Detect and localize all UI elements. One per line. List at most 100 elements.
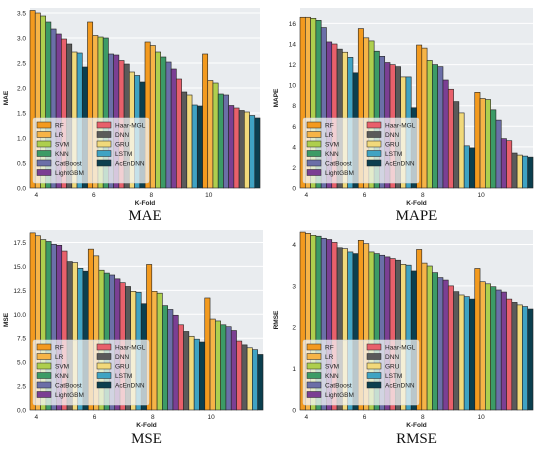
legend-label: DNN bbox=[115, 132, 129, 139]
legend: RF LR SVM KNN CatBoost LightGBM Haar-MGL DNN GRU… bbox=[302, 117, 420, 184]
legend-label: DNN bbox=[115, 354, 129, 361]
legend-swatch bbox=[96, 353, 112, 360]
y-tick-label: 0 bbox=[292, 408, 296, 415]
y-tick-label: 12.5 bbox=[13, 288, 26, 295]
y-tick-label: 5.0 bbox=[17, 360, 26, 367]
bar-knn-10 bbox=[220, 324, 227, 411]
legend-swatch bbox=[96, 150, 112, 157]
legend-swatch bbox=[366, 131, 382, 138]
y-tick-label: 12 bbox=[289, 62, 297, 69]
legend-swatch bbox=[36, 343, 52, 351]
legend-swatch bbox=[366, 150, 382, 157]
legend-swatch bbox=[36, 372, 52, 379]
legend-label: AcEnDNN bbox=[385, 161, 415, 168]
legend-swatch bbox=[306, 150, 322, 157]
legend-label: LR bbox=[325, 132, 334, 139]
legend-item-lstm: LSTM bbox=[96, 150, 132, 158]
bar-gru-8 bbox=[458, 112, 465, 189]
bar-catboost-10 bbox=[495, 119, 502, 189]
legend-swatch bbox=[36, 353, 52, 360]
bar-rf-10 bbox=[204, 297, 211, 411]
bar-lstm-10 bbox=[249, 115, 256, 189]
legend-swatch bbox=[306, 381, 322, 389]
legend-label: SVM bbox=[325, 142, 339, 149]
legend-box bbox=[32, 339, 150, 406]
legend-swatch bbox=[366, 353, 382, 360]
legend-label: DNN bbox=[385, 354, 399, 361]
legend-item-acendnn: AcEnDNN bbox=[96, 159, 145, 168]
x-tick-label: 10 bbox=[477, 414, 485, 421]
legend-label: AcEnDNN bbox=[115, 161, 145, 168]
legend-label: LightGBM bbox=[55, 392, 84, 399]
bar-lr-8 bbox=[151, 290, 158, 411]
bar-dnn-8 bbox=[183, 331, 190, 411]
bar-rf-10 bbox=[474, 268, 481, 411]
legend-item-lr: LR bbox=[306, 131, 334, 139]
legend-swatch bbox=[366, 381, 382, 389]
legend-swatch bbox=[306, 140, 322, 148]
bar-dnn-8 bbox=[453, 101, 460, 189]
legend-label: LSTM bbox=[385, 373, 402, 380]
bar-lr-10 bbox=[209, 318, 216, 411]
legend-item-lightgbm: LightGBM bbox=[36, 169, 84, 177]
legend-item-knn: KNN bbox=[36, 150, 69, 158]
legend-swatch bbox=[366, 343, 382, 351]
bar-lstm-10 bbox=[522, 306, 529, 411]
bar-svm-8 bbox=[426, 60, 433, 189]
x-tick-label: 6 bbox=[92, 192, 96, 199]
bar-dnn-8 bbox=[181, 91, 188, 189]
x-tick-label: 10 bbox=[205, 192, 213, 199]
bar-catboost-8 bbox=[437, 277, 444, 411]
legend: RF LR SVM KNN CatBoost LightGBM Haar-MGL DNN GRU… bbox=[302, 339, 420, 406]
bar-haar-mgl-8 bbox=[447, 88, 454, 189]
y-tick-label: 3 bbox=[292, 283, 296, 290]
y-tick-label: 1.5 bbox=[17, 111, 26, 118]
legend-label: RF bbox=[55, 345, 64, 352]
bar-haar-mgl-8 bbox=[447, 285, 454, 411]
y-tick-label: 0.5 bbox=[17, 161, 26, 168]
bar-acendnn-8 bbox=[199, 341, 206, 411]
y-tick-label: 2 bbox=[292, 165, 296, 172]
legend-label: KNN bbox=[325, 373, 339, 380]
y-axis-label: MAE bbox=[3, 90, 10, 105]
y-tick-label: 10 bbox=[289, 83, 297, 90]
x-tick-label: 8 bbox=[421, 192, 425, 199]
y-tick-label: 8 bbox=[292, 103, 296, 110]
legend-item-haar-mgl: Haar-MGL bbox=[96, 121, 146, 130]
legend-item-catboost: CatBoost bbox=[306, 381, 352, 390]
legend-swatch bbox=[96, 140, 112, 148]
legend-label: LSTM bbox=[385, 151, 402, 158]
legend-swatch bbox=[306, 131, 322, 138]
bar-lightgbm-8 bbox=[170, 68, 177, 189]
x-tick-label: 4 bbox=[34, 192, 38, 199]
chart-caption: MAE bbox=[128, 208, 161, 224]
y-tick-label: 0.0 bbox=[17, 186, 26, 193]
legend-swatch bbox=[306, 353, 322, 360]
y-tick-label: 14 bbox=[289, 42, 297, 49]
bar-catboost-10 bbox=[495, 289, 502, 411]
bar-knn-8 bbox=[162, 305, 168, 411]
legend-item-catboost: CatBoost bbox=[306, 159, 352, 168]
legend-swatch bbox=[36, 362, 52, 370]
bar-lr-10 bbox=[479, 281, 486, 411]
legend-swatch bbox=[36, 131, 52, 138]
y-tick-label: 10.0 bbox=[13, 312, 26, 319]
chart-caption: MSE bbox=[131, 431, 162, 447]
bar-haar-mgl-8 bbox=[176, 78, 182, 189]
bar-acendnn-4 bbox=[352, 253, 359, 411]
legend-label: Haar-MGL bbox=[385, 123, 416, 130]
legend-swatch bbox=[96, 343, 112, 351]
legend-item-lightgbm: LightGBM bbox=[306, 391, 354, 399]
legend-label: SVM bbox=[55, 364, 69, 371]
bar-svm-10 bbox=[215, 320, 221, 411]
bar-gru-10 bbox=[246, 347, 253, 411]
legend-label: LightGBM bbox=[325, 392, 354, 399]
x-tick-label: 6 bbox=[363, 414, 367, 421]
legend-item-svm: SVM bbox=[36, 140, 69, 149]
legend-swatch bbox=[366, 121, 382, 129]
legend-swatch bbox=[96, 362, 112, 370]
y-tick-label: 2 bbox=[292, 325, 296, 332]
y-tick-label: 15.0 bbox=[13, 264, 26, 271]
y-tick-label: 2.5 bbox=[17, 384, 26, 391]
